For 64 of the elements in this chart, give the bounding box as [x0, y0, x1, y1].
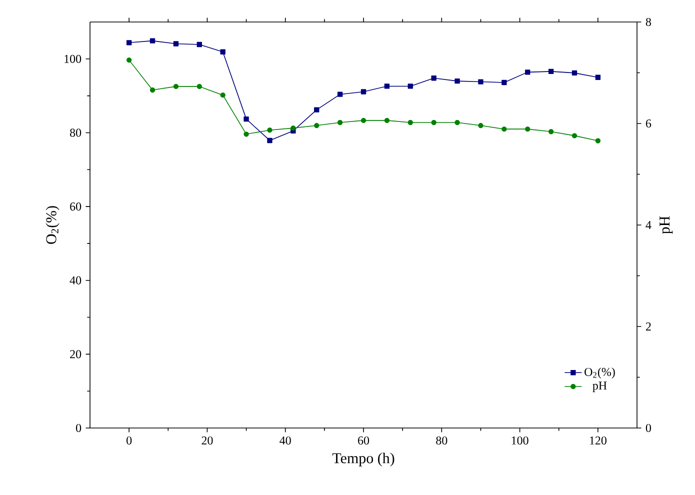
point [290, 125, 296, 131]
y-tick-label: 100 [64, 54, 82, 63]
point [126, 40, 132, 46]
y-tick-label: 0 [76, 424, 82, 432]
point [150, 87, 156, 93]
x-tick-label: 100 [512, 436, 528, 445]
y2-axis-title: pH [660, 216, 673, 234]
y2-tick-label: 2 [646, 322, 651, 330]
point [431, 120, 436, 126]
point [525, 126, 530, 132]
point [548, 68, 554, 74]
point [244, 116, 249, 122]
y2-tick-label: 0 [646, 424, 652, 432]
point [525, 70, 530, 75]
point [384, 118, 390, 124]
x-axis-title: Tempo (h) [332, 452, 394, 466]
point [454, 78, 460, 84]
point [267, 138, 272, 144]
x-tick-label: 60 [358, 436, 370, 445]
y2-tick-label: 6 [646, 119, 652, 128]
x-tick-label: 40 [280, 436, 291, 445]
point [502, 126, 507, 132]
x-tick-label: 0 [126, 436, 132, 445]
point [478, 122, 484, 128]
point [173, 84, 179, 90]
point [408, 84, 413, 89]
point [572, 70, 578, 76]
point [314, 122, 320, 128]
point [360, 89, 366, 94]
point [408, 120, 413, 126]
point [360, 118, 366, 124]
point [502, 80, 507, 86]
point [548, 129, 554, 134]
point [595, 74, 601, 80]
point [173, 41, 179, 46]
x-tick-label: 120 [590, 436, 606, 445]
y-axis-title: O$_{2}$(%) [46, 206, 60, 244]
point [267, 128, 272, 133]
point [220, 92, 226, 98]
y-tick-label: 80 [70, 128, 82, 137]
point [431, 76, 436, 81]
point [244, 132, 249, 137]
point [337, 92, 343, 97]
x-tick-label: 80 [436, 436, 448, 445]
point [220, 49, 226, 54]
y-tick-label: 20 [70, 350, 82, 358]
point [595, 138, 601, 144]
point [126, 57, 132, 63]
point [196, 42, 202, 48]
point [314, 107, 320, 112]
legend-label: O$_{2}$(%) [584, 368, 615, 378]
y2-tick-label: 8 [646, 18, 652, 26]
point [478, 79, 484, 84]
point [150, 38, 156, 44]
x-tick-label: 20 [202, 436, 213, 445]
point [454, 120, 460, 126]
point [196, 84, 202, 90]
legend-label: pH [592, 382, 607, 392]
y-tick-label: 60 [70, 202, 82, 211]
point [384, 84, 390, 89]
point [572, 133, 578, 138]
y2-tick-label: 4 [646, 221, 652, 229]
point [337, 120, 343, 126]
y-tick-label: 40 [70, 276, 82, 284]
